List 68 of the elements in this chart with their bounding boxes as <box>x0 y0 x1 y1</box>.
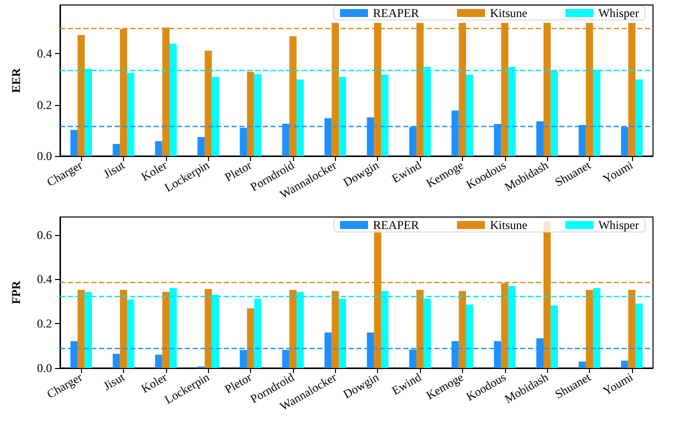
bar <box>70 130 78 156</box>
y-tick-label: 0.0 <box>37 361 52 375</box>
bar <box>247 72 254 156</box>
y-tick-label: 0.2 <box>37 98 52 112</box>
bar <box>84 68 92 156</box>
bar <box>155 354 162 368</box>
bar <box>169 288 177 368</box>
bar <box>212 294 220 368</box>
bar <box>458 290 466 368</box>
bar <box>78 34 85 156</box>
bar <box>112 144 120 156</box>
bar <box>254 74 262 156</box>
bar <box>508 286 516 368</box>
legend-label: REAPER <box>373 6 420 20</box>
bar <box>550 305 558 368</box>
bar <box>466 304 474 368</box>
bar <box>381 74 388 156</box>
bar <box>296 292 304 368</box>
bar <box>120 290 128 368</box>
bar <box>169 44 177 156</box>
bar <box>424 66 431 156</box>
bar <box>155 141 162 156</box>
bar <box>289 290 297 368</box>
bar <box>112 354 120 368</box>
bar <box>212 76 220 156</box>
bar <box>635 304 643 368</box>
bar <box>628 290 636 368</box>
bar <box>332 290 339 368</box>
bar <box>78 290 85 368</box>
bar <box>162 292 170 368</box>
bar <box>204 288 212 368</box>
bar <box>204 50 212 156</box>
bar <box>593 288 600 368</box>
y-tick-label: 0.6 <box>37 228 52 242</box>
x-tick-label: Jisut <box>100 370 128 394</box>
bar <box>586 290 594 368</box>
bar <box>466 74 474 156</box>
bar <box>621 360 628 368</box>
y-tick-label: 0.4 <box>37 272 52 286</box>
legend-label: Kitsune <box>490 6 528 20</box>
bar <box>84 292 92 368</box>
legend-label: Whisper <box>598 218 640 232</box>
bar <box>289 36 297 156</box>
legend-label: Whisper <box>598 6 640 20</box>
bar <box>338 76 346 156</box>
bar <box>381 290 388 368</box>
x-tick-label: Jisut <box>100 158 128 182</box>
bar <box>338 298 346 368</box>
bar <box>197 137 205 156</box>
bar <box>247 308 254 368</box>
bar <box>416 290 424 368</box>
bar <box>508 66 516 156</box>
y-tick-label: 0.4 <box>37 46 52 61</box>
y-axis-title: FPR <box>9 280 23 304</box>
bar <box>127 72 134 156</box>
bar <box>254 298 262 368</box>
legend-label: Kitsune <box>490 218 528 232</box>
y-axis-title: EER <box>9 68 23 93</box>
y-tick-label: 0.2 <box>37 316 52 331</box>
bar <box>550 70 558 156</box>
legend-label: REAPER <box>373 218 420 232</box>
bar <box>127 300 134 368</box>
bar <box>593 70 600 156</box>
y-tick-label: 0.0 <box>37 149 52 163</box>
bar <box>296 79 304 156</box>
bar <box>578 362 586 368</box>
bar <box>424 298 431 368</box>
bar <box>635 79 643 156</box>
